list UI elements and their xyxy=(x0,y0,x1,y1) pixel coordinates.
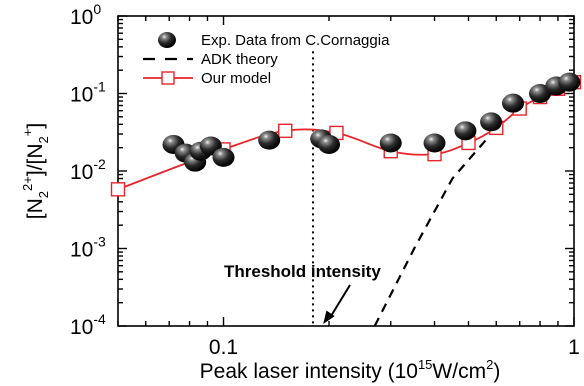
legend-item: ADK theory xyxy=(143,51,278,68)
threshold-arrow xyxy=(328,284,351,320)
exp-point xyxy=(379,133,402,153)
series-exp-data xyxy=(162,72,581,172)
legend-marker-exp xyxy=(158,32,176,48)
x-tick-label: 0.1 xyxy=(209,336,238,359)
exp-point xyxy=(502,93,525,113)
x-axis-label: Peak laser intensity (1015W/cm2) xyxy=(200,357,501,383)
legend-label: ADK theory xyxy=(201,51,278,68)
y-tick-label: 10-4 xyxy=(70,311,106,339)
y-tick-labels: 10-4 10-3 10-2 10-1 100 xyxy=(70,1,106,339)
x-tick-label: 1 xyxy=(568,336,580,359)
legend: Exp. Data from C.Cornaggia ADK theory Our … xyxy=(143,32,390,87)
y-tick-label: 10-1 xyxy=(70,79,106,107)
threshold-annotation: Threshold intensity xyxy=(224,262,381,324)
legend-marker-model xyxy=(161,71,175,85)
series-our-model xyxy=(110,74,582,197)
legend-item: Our model xyxy=(143,70,271,87)
legend-item: Exp. Data from C.Cornaggia xyxy=(158,32,390,49)
legend-label: Our model xyxy=(201,70,271,87)
x-tick-labels: 0.1 1 xyxy=(209,336,580,359)
model-marker xyxy=(278,123,293,139)
series-adk-theory xyxy=(373,139,487,327)
svg-text:Peak laser intensity (1015W/cm: Peak laser intensity (1015W/cm2) xyxy=(200,357,501,383)
legend-label: Exp. Data from C.Cornaggia xyxy=(201,32,390,49)
ticks xyxy=(117,15,575,327)
exp-point xyxy=(258,130,281,150)
exp-point xyxy=(423,133,446,153)
exp-point xyxy=(529,84,552,103)
y-axis-label: [N22+]/[N2+] xyxy=(20,123,51,219)
svg-text:[N22+]/[N2+]: [N22+]/[N2+] xyxy=(20,123,51,219)
exp-point xyxy=(558,72,581,92)
y-tick-label: 10-2 xyxy=(70,156,106,184)
adk-line xyxy=(373,139,487,327)
y-tick-label: 100 xyxy=(70,1,101,29)
exp-point xyxy=(212,147,235,167)
threshold-arrowhead xyxy=(323,310,335,324)
y-tick-label: 10-3 xyxy=(70,234,106,262)
threshold-label: Threshold intensity xyxy=(224,262,381,281)
model-marker xyxy=(110,182,126,197)
exp-point xyxy=(480,112,503,132)
exp-point xyxy=(318,134,341,154)
exp-point xyxy=(454,121,477,141)
